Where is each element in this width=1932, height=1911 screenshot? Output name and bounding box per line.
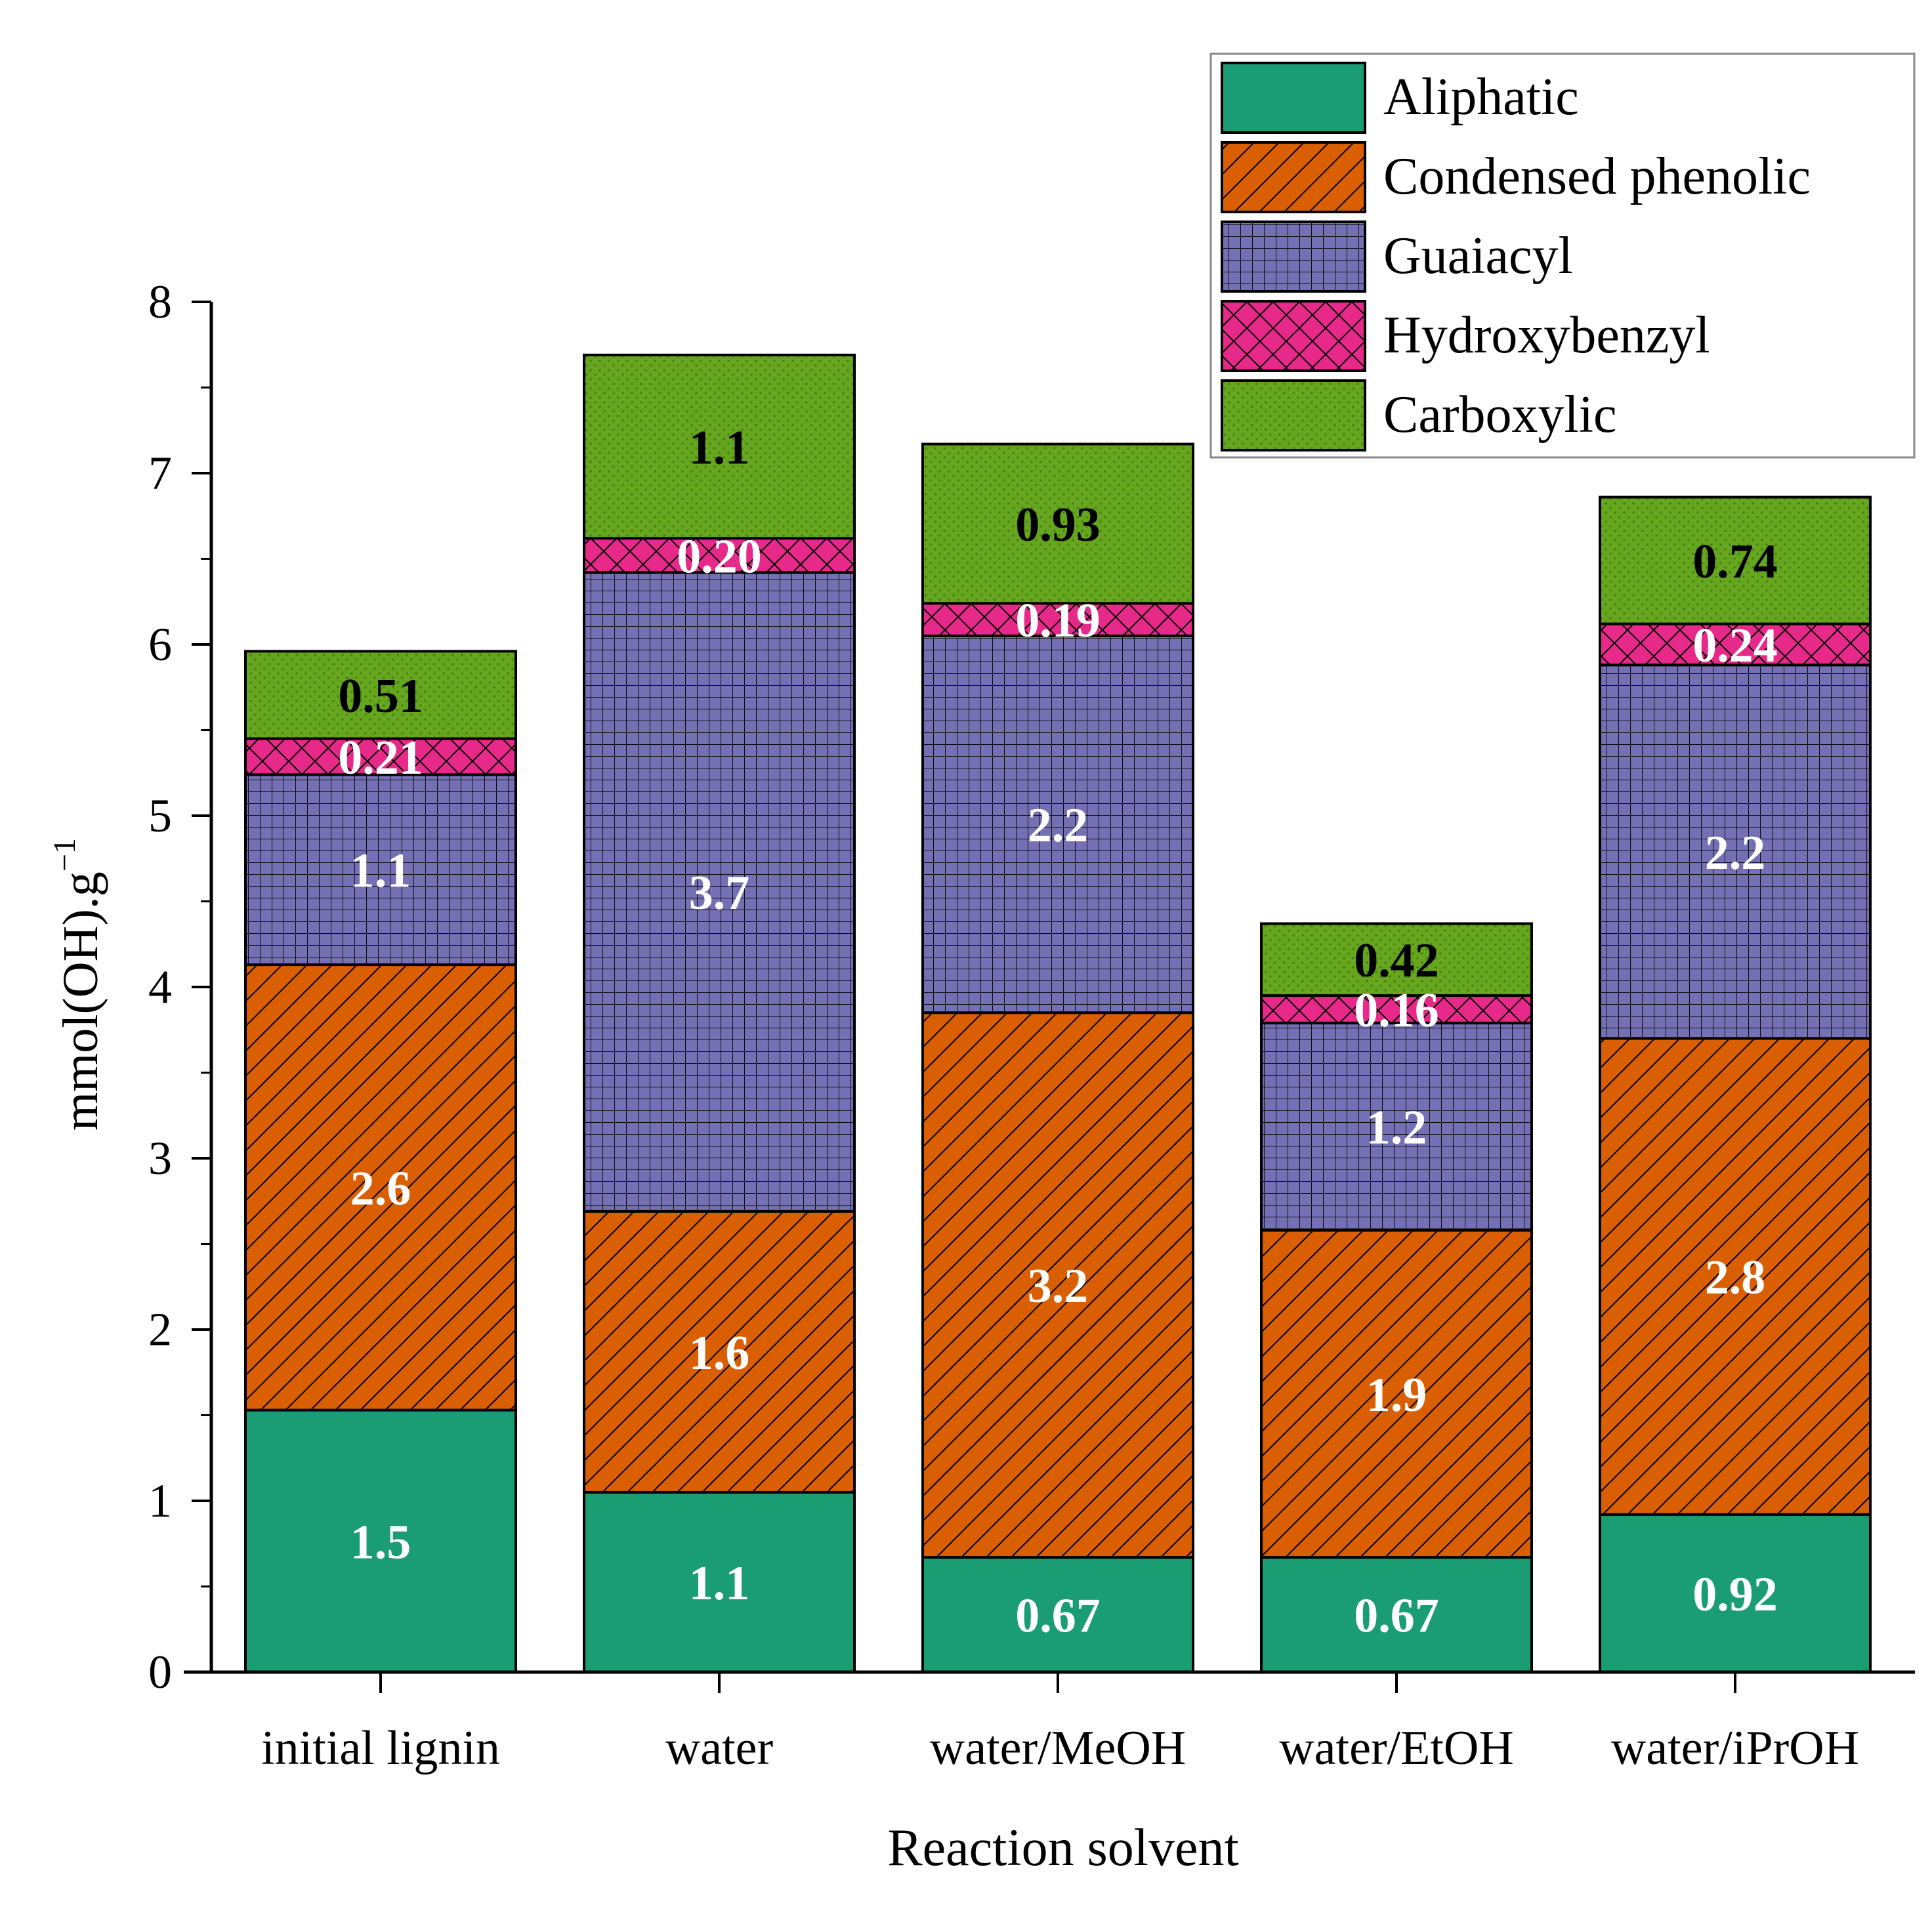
legend-label-condensed-phenolic: Condensed phenolic	[1383, 148, 1811, 205]
data-label-initial-lignin-guaiacyl: 1.1	[350, 844, 411, 898]
data-label-initial-lignin-aliphatic: 1.5	[350, 1515, 411, 1569]
legend-swatch-guaiacyl-outline	[1221, 220, 1366, 293]
x-tick-label-water-etoh: water/EtOH	[1279, 1721, 1514, 1775]
data-label-water-meoh-guaiacyl: 2.2	[1028, 799, 1089, 852]
bar-water-iproh-condensed-phenolic-pattern	[1600, 1038, 1870, 1515]
bar-water-iproh-guaiacyl-pattern	[1600, 665, 1870, 1039]
bar-water-iproh-aliphatic	[1600, 1514, 1870, 1672]
data-label-water-iproh-hydroxybenzyl: 0.24	[1692, 619, 1778, 673]
data-label-water-hydroxybenzyl: 0.20	[677, 530, 762, 583]
data-label-water-carboxylic: 1.1	[689, 421, 750, 475]
bar-initial-lignin-carboxylic-outline	[244, 650, 517, 740]
y-tick-label: 6	[148, 618, 172, 671]
data-label-water-etoh-guaiacyl: 1.2	[1366, 1101, 1427, 1155]
data-label-water-guaiacyl: 3.7	[689, 866, 750, 920]
data-label-water-meoh-aliphatic: 0.67	[1015, 1589, 1101, 1643]
data-label-water-etoh-condensed-phenolic: 1.9	[1366, 1368, 1427, 1422]
x-tick-label-water-meoh: water/MeOH	[930, 1721, 1186, 1775]
y-axis-title-superscript: −1	[47, 838, 82, 872]
bar-water-etoh-carboxylic-pattern	[1261, 923, 1532, 996]
data-label-water-meoh-condensed-phenolic: 3.2	[1028, 1259, 1089, 1313]
bar-labels-layer: 1.5 2.6 1.1 0.21 0.51 1.1 1.6 3.7 0.20 1.1 0.67 3.2…	[338, 421, 1778, 1643]
bar-water-meoh-carboxylic-pattern	[923, 444, 1193, 604]
bar-water-meoh-aliphatic	[923, 1557, 1193, 1672]
data-label-water-meoh-carboxylic: 0.93	[1015, 498, 1101, 552]
y-tick-label: 8	[148, 276, 172, 328]
data-label-water-etoh-carboxylic: 0.42	[1354, 934, 1439, 988]
bar-water-iproh-hydroxybenzyl-pattern	[1600, 623, 1870, 665]
bar-initial-lignin-aliphatic	[245, 1410, 516, 1672]
data-label-water-iproh-condensed-phenolic: 2.8	[1705, 1251, 1766, 1305]
bar-water-etoh-aliphatic	[1261, 1557, 1532, 1672]
bar-initial-lignin-guaiacyl-pattern	[245, 774, 516, 965]
data-label-initial-lignin-hydroxybenzyl: 0.21	[338, 731, 423, 785]
legend-swatch-condensed-phenolic-outline	[1221, 141, 1366, 213]
y-tick-label: 0	[148, 1646, 172, 1698]
data-label-water-etoh-aliphatic: 0.67	[1354, 1589, 1439, 1643]
y-axis-title-main: mmol(OH).g	[53, 872, 108, 1131]
y-tick-label: 4	[148, 961, 172, 1013]
legend-label-carboxylic: Carboxylic	[1383, 386, 1616, 444]
y-axis-title: mmol(OH).g−1	[47, 838, 108, 1131]
data-label-water-aliphatic: 1.1	[689, 1557, 750, 1610]
legend-swatch-carboxylic-pattern	[1222, 381, 1365, 450]
legend-swatch-hydroxybenzyl-outline	[1221, 300, 1366, 372]
data-label-water-iproh-carboxylic: 0.74	[1692, 535, 1778, 589]
y-tick-label: 2	[148, 1303, 172, 1356]
data-label-water-iproh-guaiacyl: 2.2	[1705, 826, 1766, 880]
bar-water-meoh-guaiacyl-pattern	[923, 635, 1193, 1013]
bar-water-iproh-carboxylic-pattern	[1600, 497, 1870, 624]
bar-water-meoh-condensed-phenolic-pattern	[923, 1013, 1193, 1558]
data-label-water-iproh-aliphatic: 0.92	[1692, 1568, 1778, 1622]
y-tick-label: 7	[148, 447, 172, 499]
bar-water-etoh-condensed-phenolic-pattern	[1261, 1230, 1532, 1558]
bar-initial-lignin-condensed-phenolic-pattern	[245, 965, 516, 1410]
x-axis-title: Reaction solvent	[887, 1819, 1238, 1877]
bar-water-meoh-carboxylic-outline	[921, 442, 1194, 605]
y-ticks: 0 1 2 3 4 5 6 7 8	[148, 276, 211, 1698]
bar-water-condensed-phenolic-pattern	[584, 1211, 854, 1492]
legend-label-guaiacyl: Guaiacyl	[1383, 227, 1573, 285]
x-tick-label-water: water	[665, 1721, 773, 1775]
legend-label-aliphatic: Aliphatic	[1383, 68, 1579, 126]
legend-swatch-carboxylic-outline	[1221, 379, 1366, 452]
x-ticks: initial lignin water water/MeOH water/EtOH w…	[261, 1672, 1859, 1775]
bar-initial-lignin-hydroxybenzyl-pattern	[245, 738, 516, 775]
legend-swatch-aliphatic-outline	[1221, 62, 1366, 134]
bar-water-aliphatic	[584, 1492, 854, 1672]
data-label-water-condensed-phenolic: 1.6	[689, 1326, 750, 1380]
legend: Aliphatic Condensed phenolic Guaiacyl Hydro…	[1209, 52, 1916, 459]
legend-swatch-aliphatic	[1222, 63, 1365, 133]
bars-layer	[244, 353, 1872, 1673]
legend-swatch-hydroxybenzyl-pattern	[1222, 301, 1365, 371]
x-tick-label-initial-lignin: initial lignin	[261, 1721, 500, 1775]
bar-water-etoh-hydroxybenzyl-pattern	[1261, 996, 1532, 1023]
bar-water-meoh-hydroxybenzyl-pattern	[923, 603, 1193, 636]
legend-swatch-condensed-phenolic-pattern	[1222, 142, 1365, 212]
legend-label-hydroxybenzyl: Hydroxybenzyl	[1383, 306, 1710, 364]
bar-initial-lignin-carboxylic-pattern	[245, 651, 516, 739]
bar-water-carboxylic-pattern	[584, 354, 854, 539]
y-tick-label: 3	[148, 1132, 172, 1185]
bar-water-etoh-carboxylic-outline	[1260, 922, 1533, 998]
bar-water-hydroxybenzyl-pattern	[584, 538, 854, 573]
data-label-initial-lignin-carboxylic: 0.51	[338, 669, 423, 723]
data-label-water-meoh-hydroxybenzyl: 0.19	[1015, 594, 1101, 648]
data-label-initial-lignin-condensed-phenolic: 2.6	[350, 1162, 411, 1215]
legend-swatch-guaiacyl-pattern	[1222, 222, 1365, 291]
bar-water-carboxylic-outline	[583, 353, 856, 540]
bar-water-guaiacyl-pattern	[584, 572, 854, 1211]
x-tick-label-water-iproh: water/iPrOH	[1611, 1721, 1859, 1775]
y-tick-label: 5	[148, 789, 172, 842]
bar-water-iproh-carboxylic-outline	[1599, 495, 1872, 625]
bar-water-etoh-guaiacyl-pattern	[1261, 1022, 1532, 1230]
y-tick-label: 1	[148, 1475, 172, 1527]
data-label-water-etoh-hydroxybenzyl: 0.16	[1354, 984, 1439, 1038]
